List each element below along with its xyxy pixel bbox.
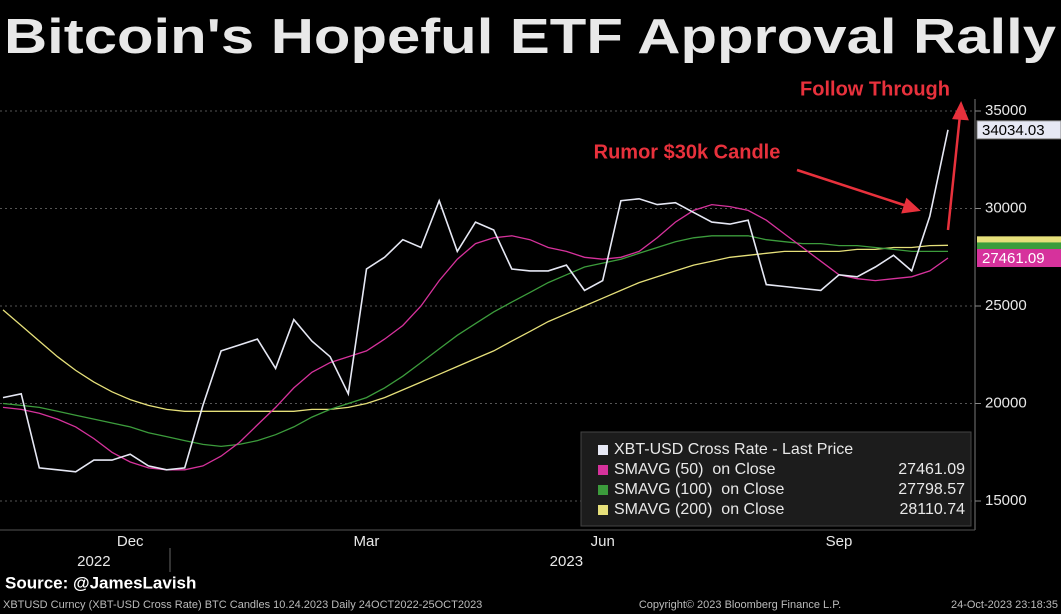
arrow (946, 114, 962, 231)
value-tag-label: 34034.03 (982, 122, 1045, 139)
footer-right: 24-Oct-2023 23:18:35 (951, 599, 1058, 611)
y-tick-label: 25000 (985, 297, 1027, 314)
legend-box (580, 431, 972, 527)
sma-line (2, 244, 949, 412)
x-year-label: 2022 (77, 553, 110, 570)
legend-swatch (598, 445, 608, 455)
x-tick-label: Mar (354, 533, 380, 550)
y-tick-label: 35000 (985, 102, 1027, 119)
arrow-head (901, 197, 921, 214)
value-tag (977, 249, 1061, 268)
legend-swatch (598, 485, 608, 495)
legend-label: SMAVG (50) on Close (614, 461, 776, 478)
arrow (796, 168, 911, 209)
legend-swatch (598, 465, 608, 475)
legend-label: SMAVG (200) on Close (614, 501, 785, 518)
value-tag (976, 120, 1061, 140)
x-tick-label: Jun (591, 533, 615, 550)
legend-value: 27461.09 (898, 461, 965, 478)
y-tick-label: 15000 (985, 492, 1027, 509)
annotation: Follow Through (800, 78, 950, 100)
y-tick-label: 30000 (985, 199, 1027, 216)
legend-value: 27798.57 (898, 481, 965, 498)
legend-label: SMAVG (100) on Close (614, 481, 785, 498)
x-tick-label: Sep (826, 533, 853, 550)
y-tick-label: 20000 (985, 394, 1027, 411)
price-line (2, 129, 949, 473)
source: Source: @JamesLavish (5, 573, 196, 592)
value-tag-label: 27461.09 (982, 250, 1045, 267)
legend-label: XBT-USD Cross Rate - Last Price (614, 441, 853, 458)
footer-center: Copyright© 2023 Bloomberg Finance L.P. (639, 599, 841, 611)
annotation: Rumor $30k Candle (594, 141, 781, 163)
x-tick-label: Dec (117, 533, 144, 550)
chart-title: Bitcoin's Hopeful ETF Approval Rally (4, 10, 1056, 64)
legend-value: 28110.74 (899, 501, 965, 518)
arrow-head (952, 100, 969, 121)
legend: XBT-USD Cross Rate - Last Price SMAVG (50… (580, 431, 972, 527)
footer-left: XBTUSD Curncy (XBT-USD Cross Rate) BTC C… (3, 599, 482, 611)
plot: 15000 20000 25000 30000 35000 Dec Mar Jun Sep 202… (0, 102, 1061, 570)
arrows (796, 100, 969, 231)
legend-swatch (598, 505, 608, 515)
x-year-label: 2023 (550, 553, 583, 570)
sma-line (2, 235, 948, 448)
